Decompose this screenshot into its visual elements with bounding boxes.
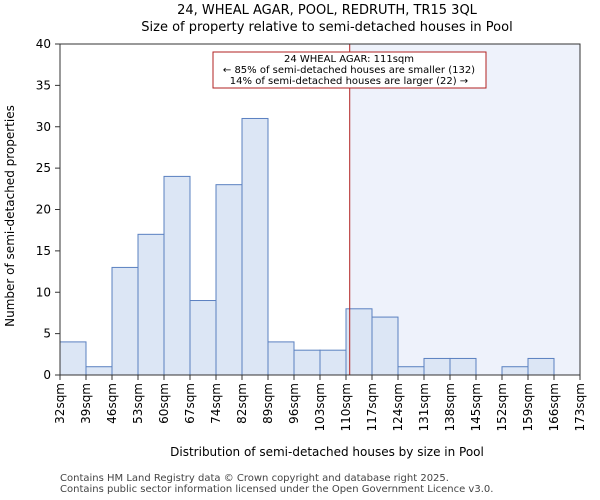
x-tick-label: 60sqm (157, 383, 171, 424)
x-tick-label: 173sqm (573, 383, 587, 431)
bar-32sqm (59, 341, 87, 376)
x-tick-label: 96sqm (287, 383, 301, 424)
bar-117sqm (371, 316, 399, 376)
chart-subtitle: Size of property relative to semi-detach… (141, 20, 512, 35)
x-tick-label: 138sqm (443, 383, 457, 431)
x-tick-label: 82sqm (235, 383, 249, 424)
y-tick-label: 15 (36, 244, 51, 258)
bar-131sqm (423, 357, 451, 376)
y-tick-label: 40 (36, 37, 51, 51)
y-tick-label: 25 (36, 161, 51, 175)
bar-159sqm (527, 357, 555, 376)
footer-copyright: Contains HM Land Registry data © Crown c… (60, 473, 449, 484)
x-tick-label: 159sqm (521, 383, 535, 431)
y-tick-label: 20 (36, 203, 51, 217)
annotation-box: 24 WHEAL AGAR: 111sqm ← 85% of semi-deta… (212, 51, 487, 89)
bar-39sqm (85, 366, 113, 376)
bar-46sqm (111, 266, 139, 376)
bar-60sqm (163, 175, 191, 376)
chart-title: 24, WHEAL AGAR, POOL, REDRUTH, TR15 3QL (177, 3, 478, 18)
x-tick-label: 53sqm (131, 383, 145, 424)
y-axis-label: Number of semi-detached properties (3, 105, 17, 327)
bar-67sqm (189, 300, 217, 376)
x-tick-label: 124sqm (391, 383, 405, 431)
x-tick-label: 89sqm (261, 383, 275, 424)
bar-110sqm (345, 308, 373, 376)
y-tick-label: 35 (36, 78, 51, 92)
x-tick-label: 131sqm (417, 383, 431, 431)
annotation-line-3: 14% of semi-detached houses are larger (… (230, 76, 468, 87)
x-tick-label: 145sqm (469, 383, 483, 431)
x-tick-label: 103sqm (313, 383, 327, 431)
x-tick-label: 39sqm (79, 383, 93, 424)
bar-53sqm (137, 233, 165, 376)
footer-licence: Contains public sector information licen… (60, 484, 494, 495)
y-tick-label: 5 (43, 327, 51, 341)
y-tick-label: 0 (43, 368, 51, 382)
annotation-line-2: ← 85% of semi-detached houses are smalle… (223, 65, 475, 76)
annotation-line-1: 24 WHEAL AGAR: 111sqm (284, 54, 414, 65)
x-tick-label: 32sqm (53, 383, 67, 424)
bar-74sqm (215, 184, 243, 376)
x-tick-label: 67sqm (183, 383, 197, 424)
x-tick-label: 110sqm (339, 383, 353, 431)
x-tick-label: 152sqm (495, 383, 509, 431)
x-axis-label: Distribution of semi-detached houses by … (170, 445, 484, 459)
x-tick-label: 74sqm (209, 383, 223, 424)
bar-89sqm (267, 341, 295, 376)
bar-152sqm (501, 366, 529, 376)
x-tick-label: 166sqm (547, 383, 561, 431)
bar-103sqm (319, 349, 347, 376)
y-tick-label: 10 (36, 285, 51, 299)
y-tick-label: 30 (36, 120, 51, 134)
x-tick-label: 46sqm (105, 383, 119, 424)
bar-96sqm (293, 349, 321, 376)
x-tick-label: 117sqm (365, 383, 379, 431)
bar-124sqm (397, 366, 425, 376)
plot-frame (59, 43, 581, 376)
bar-138sqm (449, 357, 477, 376)
bar-82sqm (241, 117, 269, 376)
